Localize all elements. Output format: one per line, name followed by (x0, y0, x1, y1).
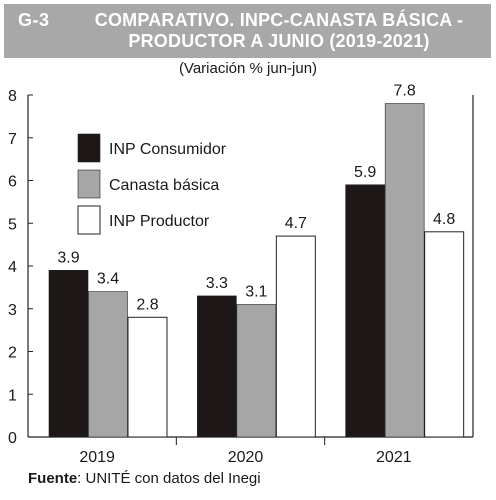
data-label: 3.3 (206, 275, 228, 292)
bar (424, 231, 465, 438)
bar (127, 316, 168, 438)
data-label: 7.8 (394, 83, 416, 100)
source-label: Fuente (28, 470, 78, 487)
data-label: 5.9 (354, 164, 376, 181)
bar (275, 235, 316, 438)
x-tick-label: 2021 (376, 449, 412, 466)
bar (197, 295, 237, 438)
chart-title-line1: COMPARATIVO. INPC-CANASTA BÁSICA - (94, 10, 464, 30)
bar (48, 269, 89, 438)
y-tick-label: 3 (8, 302, 17, 319)
chart-code: G-3 (18, 10, 50, 30)
data-label: 3.1 (245, 283, 267, 300)
legend-label: INP Productor (109, 213, 210, 230)
legend-label: Canasta básica (109, 177, 219, 194)
chart-title: COMPARATIVO. INPC-CANASTA BÁSICA - PRODU… (74, 10, 484, 52)
legend-swatch (77, 133, 101, 163)
legend-swatch (77, 169, 101, 199)
legend-swatch (77, 205, 101, 235)
chart-subtitle: (Variación % jun-jun) (178, 60, 318, 77)
data-label: 4.8 (433, 211, 455, 228)
y-tick-label: 1 (8, 387, 17, 404)
data-label: 3.9 (57, 249, 79, 266)
y-tick-label: 7 (8, 131, 17, 148)
x-tick-label: 2019 (79, 449, 115, 466)
data-label: 3.4 (97, 271, 119, 288)
source-text: : UNITÉ con datos del Inegi (77, 470, 261, 487)
source-note: Fuente: UNITÉ con datos del Inegi (28, 470, 261, 487)
chart-title-line2: PRODUCTOR A JUNIO (2019-2021) (128, 31, 430, 51)
bar (345, 184, 385, 438)
y-tick-label: 8 (8, 88, 17, 105)
y-tick-label: 6 (8, 174, 17, 191)
data-label: 2.8 (136, 296, 158, 313)
bar (384, 103, 425, 438)
y-tick-label: 0 (8, 430, 17, 447)
data-label: 4.7 (285, 215, 307, 232)
legend-label: INP Consumidor (109, 141, 227, 158)
chart-header: G-3 COMPARATIVO. INPC-CANASTA BÁSICA - P… (4, 4, 491, 58)
y-tick-label: 2 (8, 345, 17, 362)
x-tick-label: 2020 (228, 449, 264, 466)
bar (236, 304, 277, 438)
bar (88, 291, 128, 438)
y-tick-label: 5 (8, 216, 17, 233)
y-tick-label: 4 (8, 259, 17, 276)
